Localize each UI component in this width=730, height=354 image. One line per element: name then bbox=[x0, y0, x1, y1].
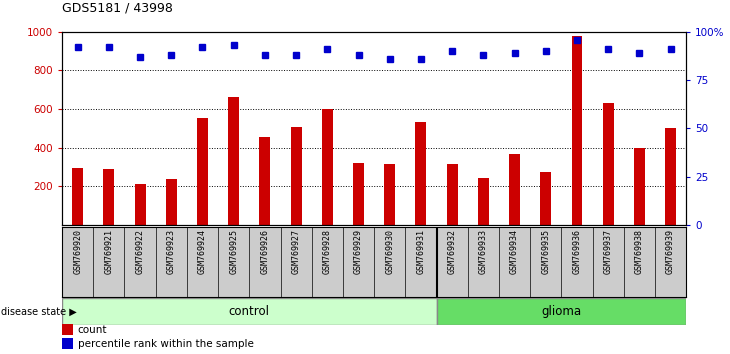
Text: GSM769922: GSM769922 bbox=[136, 229, 145, 274]
Text: GSM769939: GSM769939 bbox=[666, 229, 675, 274]
Bar bbox=[634, 148, 645, 225]
Text: GSM769928: GSM769928 bbox=[323, 229, 332, 274]
Text: GSM769937: GSM769937 bbox=[604, 229, 612, 274]
Bar bbox=[572, 36, 583, 225]
Text: GSM769936: GSM769936 bbox=[572, 229, 582, 274]
Text: disease state ▶: disease state ▶ bbox=[1, 306, 77, 316]
Text: GSM769920: GSM769920 bbox=[73, 229, 82, 274]
FancyBboxPatch shape bbox=[437, 298, 686, 325]
Text: GSM769923: GSM769923 bbox=[166, 229, 176, 274]
Bar bbox=[166, 179, 177, 225]
Bar bbox=[197, 118, 208, 225]
Bar bbox=[62, 338, 73, 349]
Bar bbox=[353, 163, 364, 225]
Bar bbox=[291, 127, 301, 225]
Text: GSM769927: GSM769927 bbox=[291, 229, 301, 274]
Text: GSM769926: GSM769926 bbox=[261, 229, 269, 274]
Text: percentile rank within the sample: percentile rank within the sample bbox=[77, 339, 253, 349]
Bar bbox=[603, 103, 614, 225]
Text: GSM769938: GSM769938 bbox=[635, 229, 644, 274]
Text: GSM769935: GSM769935 bbox=[541, 229, 550, 274]
Bar bbox=[62, 324, 73, 335]
Text: GSM769925: GSM769925 bbox=[229, 229, 238, 274]
Text: glioma: glioma bbox=[542, 305, 581, 318]
Bar bbox=[384, 164, 395, 225]
Text: GSM769932: GSM769932 bbox=[447, 229, 457, 274]
Text: count: count bbox=[77, 325, 107, 335]
Bar bbox=[322, 109, 333, 225]
Text: GDS5181 / 43998: GDS5181 / 43998 bbox=[62, 1, 173, 14]
Text: GSM769934: GSM769934 bbox=[510, 229, 519, 274]
Bar bbox=[509, 154, 520, 225]
Bar bbox=[134, 184, 145, 225]
Bar bbox=[447, 164, 458, 225]
Bar bbox=[104, 169, 115, 225]
Text: GSM769930: GSM769930 bbox=[385, 229, 394, 274]
Bar bbox=[540, 172, 551, 225]
Text: GSM769933: GSM769933 bbox=[479, 229, 488, 274]
Bar bbox=[72, 168, 83, 225]
Bar bbox=[665, 128, 676, 225]
Bar bbox=[415, 121, 426, 225]
Text: control: control bbox=[228, 305, 270, 318]
Text: GSM769931: GSM769931 bbox=[416, 229, 426, 274]
Bar bbox=[478, 177, 489, 225]
Bar bbox=[228, 97, 239, 225]
Bar bbox=[259, 137, 270, 225]
Text: GSM769921: GSM769921 bbox=[104, 229, 113, 274]
FancyBboxPatch shape bbox=[62, 298, 437, 325]
Text: GSM769929: GSM769929 bbox=[354, 229, 363, 274]
Text: GSM769924: GSM769924 bbox=[198, 229, 207, 274]
